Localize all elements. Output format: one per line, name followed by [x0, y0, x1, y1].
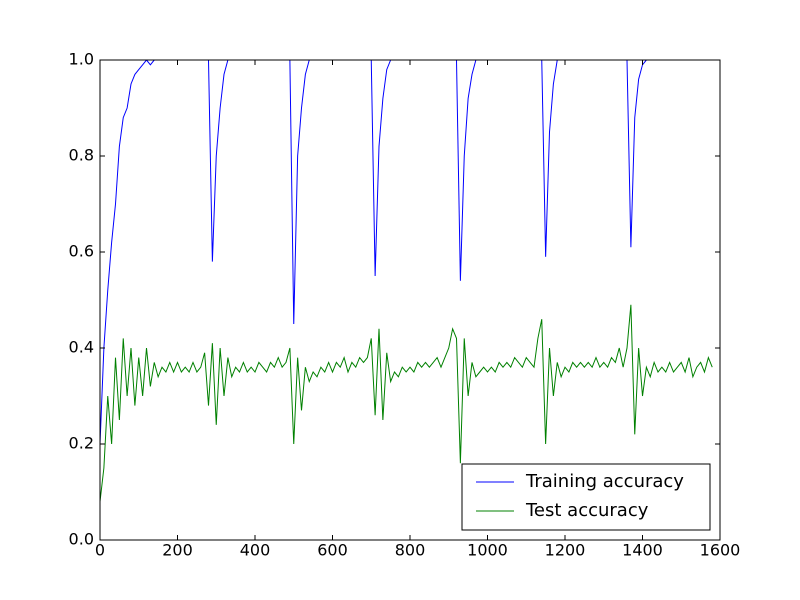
y-tick-label: 0.0: [69, 530, 94, 549]
line-series: [100, 304, 713, 502]
x-tick-label: 200: [162, 541, 193, 560]
x-tick-label: 800: [395, 541, 426, 560]
legend-box: [461, 463, 711, 531]
y-tick-label: 0.8: [69, 146, 94, 165]
y-tick-label: 0.4: [69, 338, 94, 357]
legend-label: Training accuracy: [525, 471, 684, 492]
y-tick-label: 1.0: [69, 50, 94, 69]
x-tick-label: 400: [240, 541, 271, 560]
y-tick-label: 0.2: [69, 434, 94, 453]
x-tick-label: 1400: [622, 541, 663, 560]
legend-label: Test accuracy: [525, 500, 649, 521]
x-tick-label: 0: [95, 541, 105, 560]
x-tick-label: 1000: [467, 541, 508, 560]
x-tick-label: 600: [317, 541, 348, 560]
x-tick-label: 1600: [700, 541, 741, 560]
y-tick-label: 0.6: [69, 242, 94, 261]
plot-frame: [99, 59, 721, 541]
plot-area: [100, 60, 713, 502]
x-tick-label: 1200: [545, 541, 586, 560]
